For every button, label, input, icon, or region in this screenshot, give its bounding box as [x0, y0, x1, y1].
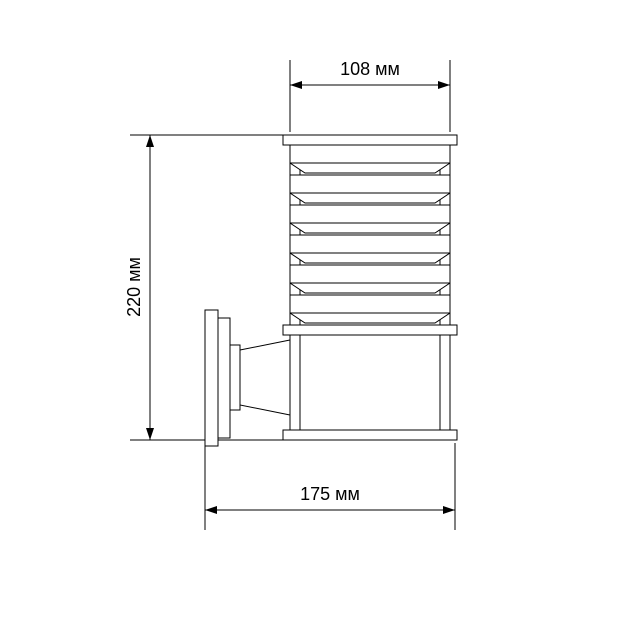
arm-collar [230, 345, 240, 410]
arrow [443, 506, 455, 514]
arrow [205, 506, 217, 514]
separator-band [283, 325, 457, 335]
dim-label-depth: 175 мм [300, 484, 360, 504]
dim-label-width: 108 мм [340, 59, 400, 79]
lamp-lower-body [290, 335, 450, 430]
drawing-svg: 108 мм 220 мм 175 мм [0, 0, 630, 630]
wall-plate-outer [205, 310, 218, 446]
technical-drawing: { "drawing": { "type": "technical-dimens… [0, 0, 630, 630]
wall-plate-inner [218, 318, 230, 438]
louvers [290, 145, 450, 325]
arrow [290, 81, 302, 89]
arrow [438, 81, 450, 89]
dim-label-height: 220 мм [124, 257, 144, 317]
arrow [146, 428, 154, 440]
arrow [146, 135, 154, 147]
lamp-bottom-cap [283, 430, 457, 440]
arm-cone [240, 340, 290, 415]
lamp-top-cap [283, 135, 457, 145]
